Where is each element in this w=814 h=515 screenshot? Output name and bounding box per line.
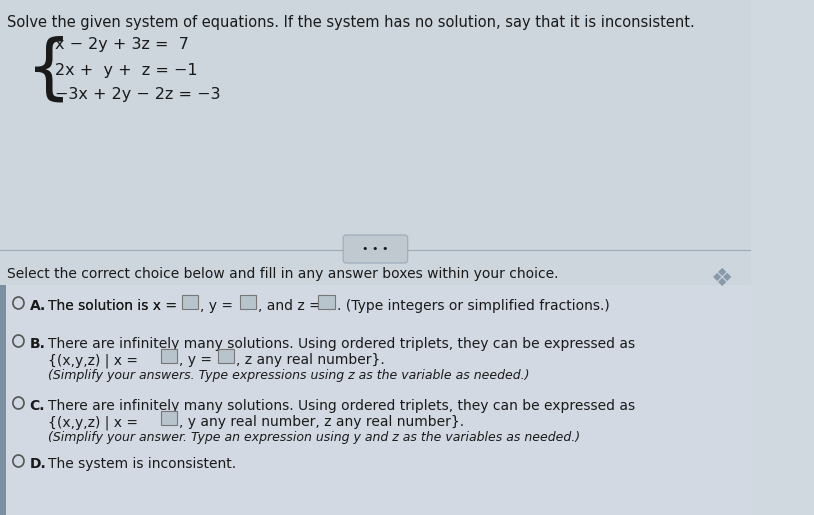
Text: , y =: , y = <box>200 299 233 313</box>
Text: Solve the given system of equations. If the system has no solution, say that it : Solve the given system of equations. If … <box>7 15 695 30</box>
Text: x − 2y + 3z =  7: x − 2y + 3z = 7 <box>55 38 189 53</box>
Text: D.: D. <box>29 457 46 471</box>
FancyBboxPatch shape <box>344 235 408 263</box>
Text: (Simplify your answer. Type an expression using y and z as the variables as need: (Simplify your answer. Type an expressio… <box>48 431 580 444</box>
Text: Select the correct choice below and fill in any answer boxes within your choice.: Select the correct choice below and fill… <box>7 267 559 281</box>
Text: {(x,y,z) | x =: {(x,y,z) | x = <box>48 353 138 368</box>
Text: {(x,y,z) | x =: {(x,y,z) | x = <box>48 415 138 430</box>
Text: The solution is x =: The solution is x = <box>48 299 177 313</box>
Text: The system is inconsistent.: The system is inconsistent. <box>48 457 236 471</box>
FancyBboxPatch shape <box>160 411 177 425</box>
FancyBboxPatch shape <box>182 295 199 309</box>
Text: A.: A. <box>29 299 46 313</box>
Text: 2x +  y +  z = −1: 2x + y + z = −1 <box>55 62 198 77</box>
Text: • • •: • • • <box>362 244 389 254</box>
Text: C.: C. <box>29 399 45 413</box>
Text: There are infinitely many solutions. Using ordered triplets, they can be express: There are infinitely many solutions. Usi… <box>48 399 635 413</box>
FancyBboxPatch shape <box>217 349 234 363</box>
Text: , y =: , y = <box>179 353 212 367</box>
FancyBboxPatch shape <box>0 285 6 515</box>
Text: −3x + 2y − 2z = −3: −3x + 2y − 2z = −3 <box>55 88 221 102</box>
FancyBboxPatch shape <box>0 285 751 515</box>
Text: , y any real number, z any real number}.: , y any real number, z any real number}. <box>179 415 464 429</box>
FancyBboxPatch shape <box>240 295 256 309</box>
Text: ❖: ❖ <box>711 267 733 291</box>
FancyBboxPatch shape <box>160 349 177 363</box>
Text: There are infinitely many solutions. Using ordered triplets, they can be express: There are infinitely many solutions. Usi… <box>48 337 635 351</box>
FancyBboxPatch shape <box>0 0 751 285</box>
Text: B.: B. <box>29 337 46 351</box>
Text: , z any real number}.: , z any real number}. <box>236 353 385 367</box>
Text: . (Type integers or simplified fractions.): . (Type integers or simplified fractions… <box>337 299 610 313</box>
Text: {: { <box>26 36 72 105</box>
Text: The solution is x =: The solution is x = <box>48 299 177 313</box>
Text: (Simplify your answers. Type expressions using z as the variable as needed.): (Simplify your answers. Type expressions… <box>48 369 529 382</box>
Text: , and z =: , and z = <box>258 299 321 313</box>
FancyBboxPatch shape <box>318 295 335 309</box>
